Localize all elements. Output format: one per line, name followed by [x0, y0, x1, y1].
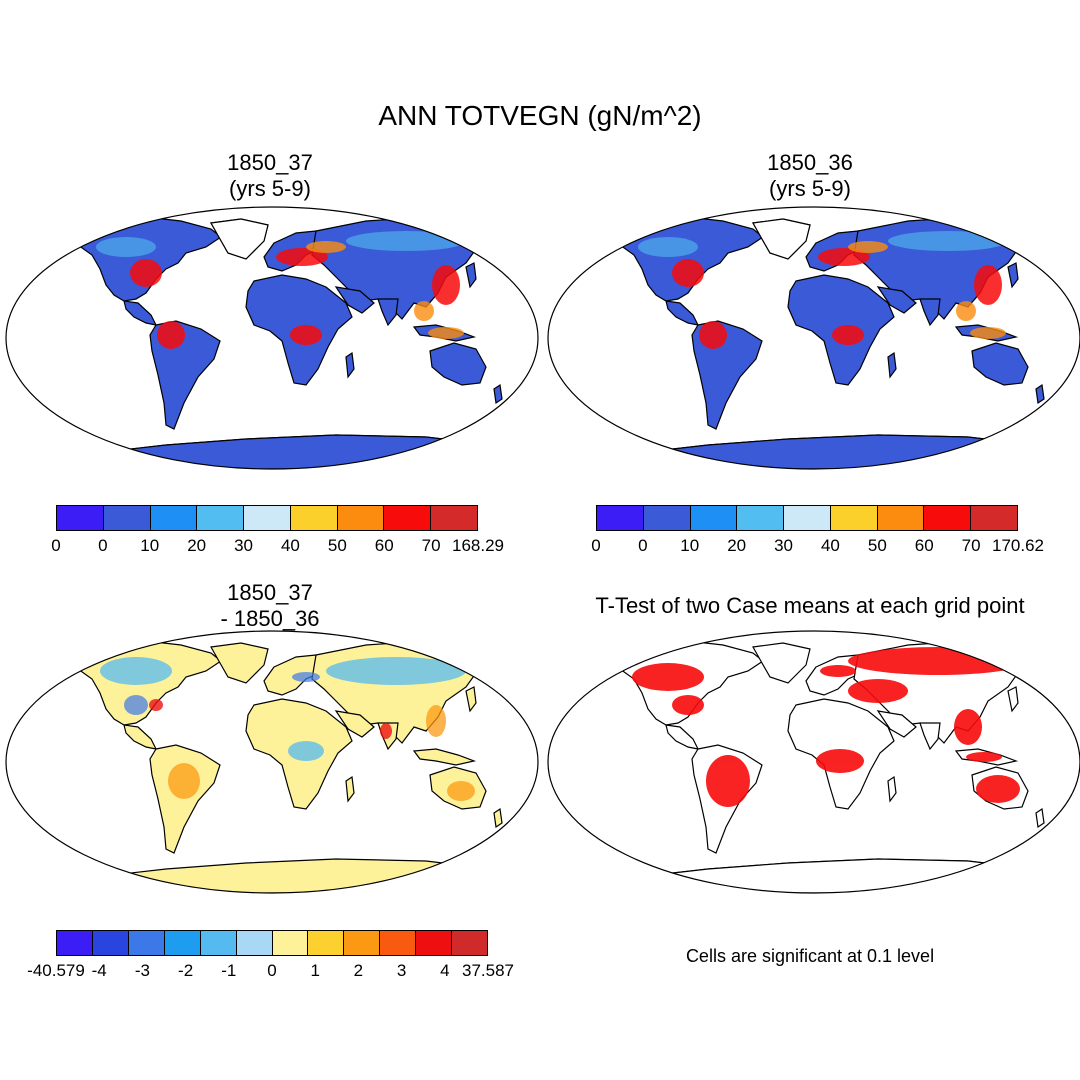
cb2-swatch-7 [924, 506, 972, 530]
cb1-tick-label: 70 [421, 536, 441, 555]
cb2-tick-label: 170.62 [992, 536, 1044, 555]
cb2-tick-label: 20 [727, 536, 747, 555]
cb1-tick-label: 50 [327, 536, 347, 555]
panel-2-title-line2: (yrs 5-9) [769, 176, 851, 201]
panel-1-title: 1850_37 (yrs 5-9) [120, 150, 420, 202]
cb1-tick-label: 0 [51, 536, 61, 555]
panel-3-title-line2: - 1850_36 [220, 606, 320, 631]
cb2-swatch-2 [690, 506, 738, 530]
cb3-swatch-5 [236, 931, 273, 955]
cb3-tick-label: -1 [221, 961, 237, 980]
panel-2-title: 1850_36 (yrs 5-9) [660, 150, 960, 202]
colorbar-2-labels: 0 0 10 20 30 40 50 60 70 170.62 [591, 536, 1044, 556]
cb2-swatch-0 [597, 506, 644, 530]
colorbar-3 [56, 930, 488, 956]
cb1-tick-label: 30 [234, 536, 254, 555]
cb1-swatch-1 [103, 506, 151, 530]
cb3-swatch-3 [164, 931, 201, 955]
cb1-swatch-8 [431, 506, 478, 530]
panel-2-title-line1: 1850_36 [767, 150, 853, 175]
cb2-swatch-6 [877, 506, 925, 530]
cb1-swatch-4 [244, 506, 291, 530]
cb1-swatch-0 [57, 506, 104, 530]
cb1-tick-label: 168.29 [452, 536, 504, 555]
panel-1-title-line2: (yrs 5-9) [229, 176, 311, 201]
panel-1-title-line1: 1850_37 [227, 150, 313, 175]
cb2-tick-label: 30 [774, 536, 794, 555]
cb3-tick-label: -3 [134, 961, 150, 980]
cb1-swatch-5 [290, 506, 338, 530]
cb2-tick-label: 0 [638, 536, 648, 555]
cb3-swatch-0 [57, 931, 93, 955]
cb3-swatch-9 [380, 931, 417, 955]
map-panel-2 [547, 206, 1080, 470]
cb2-swatch-3 [737, 506, 785, 530]
cb3-swatch-4 [200, 931, 237, 955]
cb3-tick-label: 4 [440, 961, 450, 980]
cb1-swatch-7 [384, 506, 432, 530]
cb3-swatch-11 [452, 931, 488, 955]
cb2-tick-label: 10 [680, 536, 700, 555]
cb3-tick-label: -2 [178, 961, 194, 980]
cb1-tick-label: 60 [374, 536, 394, 555]
cb2-swatch-1 [643, 506, 691, 530]
map-panel-1 [5, 206, 539, 470]
cb2-tick-label: 0 [591, 536, 601, 555]
cb3-swatch-6 [272, 931, 309, 955]
cb2-tick-label: 40 [820, 536, 840, 555]
significance-note: Cells are significant at 0.1 level [685, 946, 935, 966]
colorbar-1 [56, 505, 478, 531]
cb3-swatch-7 [308, 931, 345, 955]
cb3-swatch-2 [128, 931, 165, 955]
cb3-swatch-10 [416, 931, 453, 955]
cb2-tick-label: 70 [961, 536, 981, 555]
cb3-tick-label: 2 [353, 961, 364, 980]
panel-3-title-line1: 1850_37 [227, 580, 313, 605]
panel-4-title: T-Test of two Case means at each grid po… [595, 593, 1025, 618]
map-panel-4 [547, 630, 1080, 894]
cb3-tick-label: 3 [396, 961, 407, 980]
cb1-swatch-3 [197, 506, 245, 530]
cb2-tick-label: 50 [867, 536, 887, 555]
colorbar-3-labels: -40.579 -4 -3 -2 -1 0 1 2 3 4 37.587 [27, 961, 514, 981]
cb2-tick-label: 60 [914, 536, 934, 555]
cb1-tick-label: 40 [280, 536, 300, 555]
cb1-swatch-2 [150, 506, 198, 530]
cb3-swatch-1 [92, 931, 129, 955]
figure-title: ANN TOTVEGN (gN/m^2) [378, 100, 702, 131]
cb2-swatch-5 [830, 506, 878, 530]
cb3-tick-label: -40.579 [27, 961, 85, 980]
panel-3-title: 1850_37 - 1850_36 [120, 580, 420, 632]
cb1-tick-label: 20 [187, 536, 207, 555]
cb3-tick-label: -4 [91, 961, 107, 980]
cb1-swatch-6 [337, 506, 385, 530]
colorbar-2 [596, 505, 1018, 531]
cb1-tick-label: 10 [140, 536, 160, 555]
cb1-tick-label: 0 [98, 536, 108, 555]
cb3-swatch-8 [344, 931, 381, 955]
colorbar-1-labels: 0 0 10 20 30 40 50 60 70 168.29 [51, 536, 504, 556]
cb3-tick-label: 37.587 [462, 961, 514, 980]
map-panel-3 [5, 630, 539, 894]
cb3-tick-label: 0 [267, 961, 277, 980]
cb2-swatch-4 [784, 506, 831, 530]
cb3-tick-label: 1 [310, 961, 320, 980]
cb2-swatch-8 [971, 506, 1018, 530]
